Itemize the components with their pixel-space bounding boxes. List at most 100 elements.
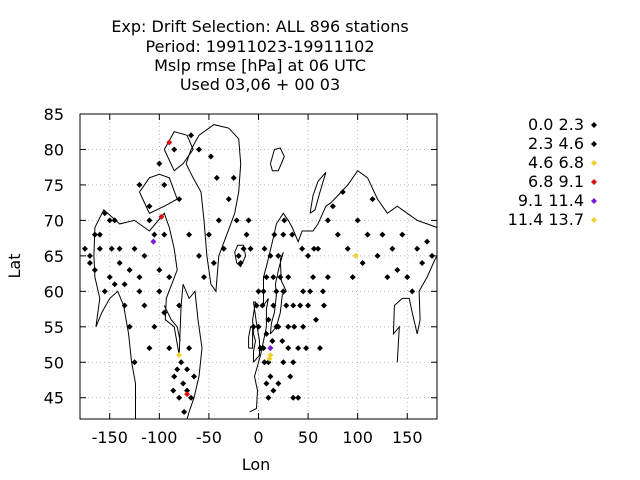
data-point-series-0 [354, 217, 361, 224]
legend-label: 11.4 13.7 [508, 210, 584, 229]
data-point-series-0 [364, 231, 371, 238]
data-point-series-0 [96, 245, 103, 252]
data-point-series-0 [359, 259, 366, 266]
data-point-series-0 [389, 245, 396, 252]
data-point-series-0 [261, 359, 268, 366]
data-point-series-0 [225, 196, 232, 203]
data-point-series-0 [235, 252, 242, 259]
data-point-series-0 [200, 274, 207, 281]
data-point-series-0 [273, 323, 280, 330]
data-point-series-0 [279, 337, 286, 344]
data-point-series-0 [265, 316, 272, 323]
data-point-series-0 [316, 345, 323, 352]
grid-lines [80, 113, 437, 419]
data-point-series-2 [176, 352, 183, 359]
data-point-series-3 [184, 391, 191, 398]
data-point-series-0 [414, 245, 421, 252]
title-line-2: Period: 19911023-19911102 [145, 37, 375, 56]
data-point-series-0 [261, 245, 268, 252]
y-tick-label: 70 [44, 211, 64, 230]
data-point-series-0 [166, 274, 173, 281]
data-point-series-0 [324, 274, 331, 281]
data-point-series-0 [108, 245, 115, 252]
data-point-series-0 [116, 245, 123, 252]
data-point-series-0 [344, 245, 351, 252]
data-point-series-0 [270, 387, 277, 394]
data-point-series-0 [141, 302, 148, 309]
data-point-series-0 [285, 323, 292, 330]
coastline-2 [93, 227, 136, 419]
data-point-series-0 [313, 316, 320, 323]
data-point-series-0 [81, 245, 88, 252]
y-tick-label: 85 [44, 105, 64, 124]
data-point-series-0 [275, 252, 282, 259]
title-line-3: Mslp rmse [hPa] at 06 UTC [154, 56, 366, 75]
data-point-series-0 [215, 217, 222, 224]
y-tick-label: 60 [44, 282, 64, 301]
coastline-9 [269, 147, 285, 172]
coastline-11 [269, 252, 287, 335]
data-point-series-0 [171, 373, 178, 380]
data-point-series-0 [96, 231, 103, 238]
data-point-series-0 [126, 323, 133, 330]
data-point-series-0 [250, 323, 257, 330]
coastline-5 [234, 244, 247, 268]
data-point-series-0 [196, 146, 202, 153]
data-point-series-0 [205, 231, 212, 238]
data-point-series-0 [146, 217, 153, 224]
data-point-series-0 [213, 174, 220, 181]
x-tick-label: -150 [92, 428, 128, 447]
legend-marker [591, 122, 597, 128]
data-point-series-0 [285, 274, 292, 281]
data-point-series-0 [191, 373, 198, 380]
data-point-series-0 [131, 245, 138, 252]
data-point-series-0 [269, 337, 276, 344]
data-point-series-0 [184, 387, 191, 394]
data-point-series-5 [266, 355, 273, 362]
x-axis-ticks: -150 -100 -50 0 50 100 150 [92, 114, 423, 447]
data-point-series-1 [180, 380, 187, 387]
data-point-series-0 [300, 288, 307, 295]
data-point-series-2 [352, 252, 359, 259]
data-point-series-0 [290, 394, 297, 401]
coastline-0 [185, 124, 242, 293]
data-point-series-0 [374, 252, 381, 259]
data-point-series-0 [329, 203, 336, 210]
data-point-series-3 [166, 139, 173, 146]
data-point-series-0 [267, 252, 274, 259]
data-point-series-0 [270, 302, 277, 309]
data-point-series-0 [303, 345, 310, 352]
data-point-series-0 [295, 345, 302, 352]
data-point-series-0 [186, 231, 193, 238]
data-point-series-0 [121, 281, 128, 288]
data-point-series-0 [151, 231, 158, 238]
y-axis-label: Lat [5, 254, 24, 279]
data-point-series-0 [91, 231, 98, 238]
data-point-series-0 [280, 359, 287, 366]
data-point-series-0 [311, 245, 318, 252]
data-point-series-0 [111, 281, 118, 288]
legend-label: 2.3 4.6 [528, 134, 584, 153]
data-point-series-0 [267, 373, 274, 380]
data-point-series-0 [253, 302, 260, 309]
y-axis-ticks: 45 50 55 60 65 70 75 80 85 [44, 105, 437, 408]
coastline-3 [139, 173, 178, 214]
data-point-series-0 [305, 302, 312, 309]
data-point-series-0 [291, 323, 298, 330]
data-point-series-0 [188, 394, 195, 401]
data-point-series-0 [265, 394, 272, 401]
data-point-series-0 [101, 288, 108, 295]
coastline-6 [252, 301, 260, 363]
data-point-series-0 [404, 274, 411, 281]
data-point-series-0 [307, 288, 314, 295]
coastline-4 [163, 131, 194, 172]
data-point-series-0 [161, 231, 168, 238]
data-point-series-0 [101, 210, 108, 217]
title-line-1: Exp: Drift Selection: ALL 896 stations [111, 17, 409, 36]
data-point-series-0 [176, 302, 183, 309]
data-point-series-0 [369, 196, 376, 203]
data-point-series-0 [207, 153, 214, 160]
data-point-series-0 [171, 146, 178, 153]
data-point-series-0 [287, 373, 294, 380]
data-point-series-0 [237, 259, 244, 266]
